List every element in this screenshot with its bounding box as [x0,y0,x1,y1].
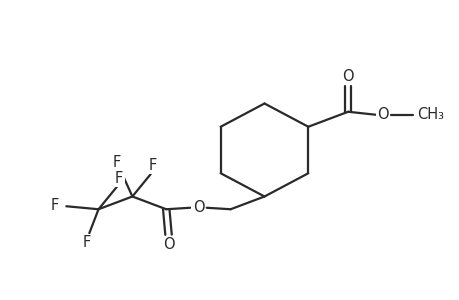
Text: O: O [341,69,353,84]
Text: F: F [115,171,123,186]
Text: O: O [192,200,204,215]
Text: F: F [83,235,91,250]
Text: F: F [149,158,157,173]
Text: O: O [162,237,174,252]
Text: O: O [376,107,388,122]
Text: CH₃: CH₃ [416,107,443,122]
Text: F: F [112,155,120,170]
Text: F: F [50,198,59,213]
